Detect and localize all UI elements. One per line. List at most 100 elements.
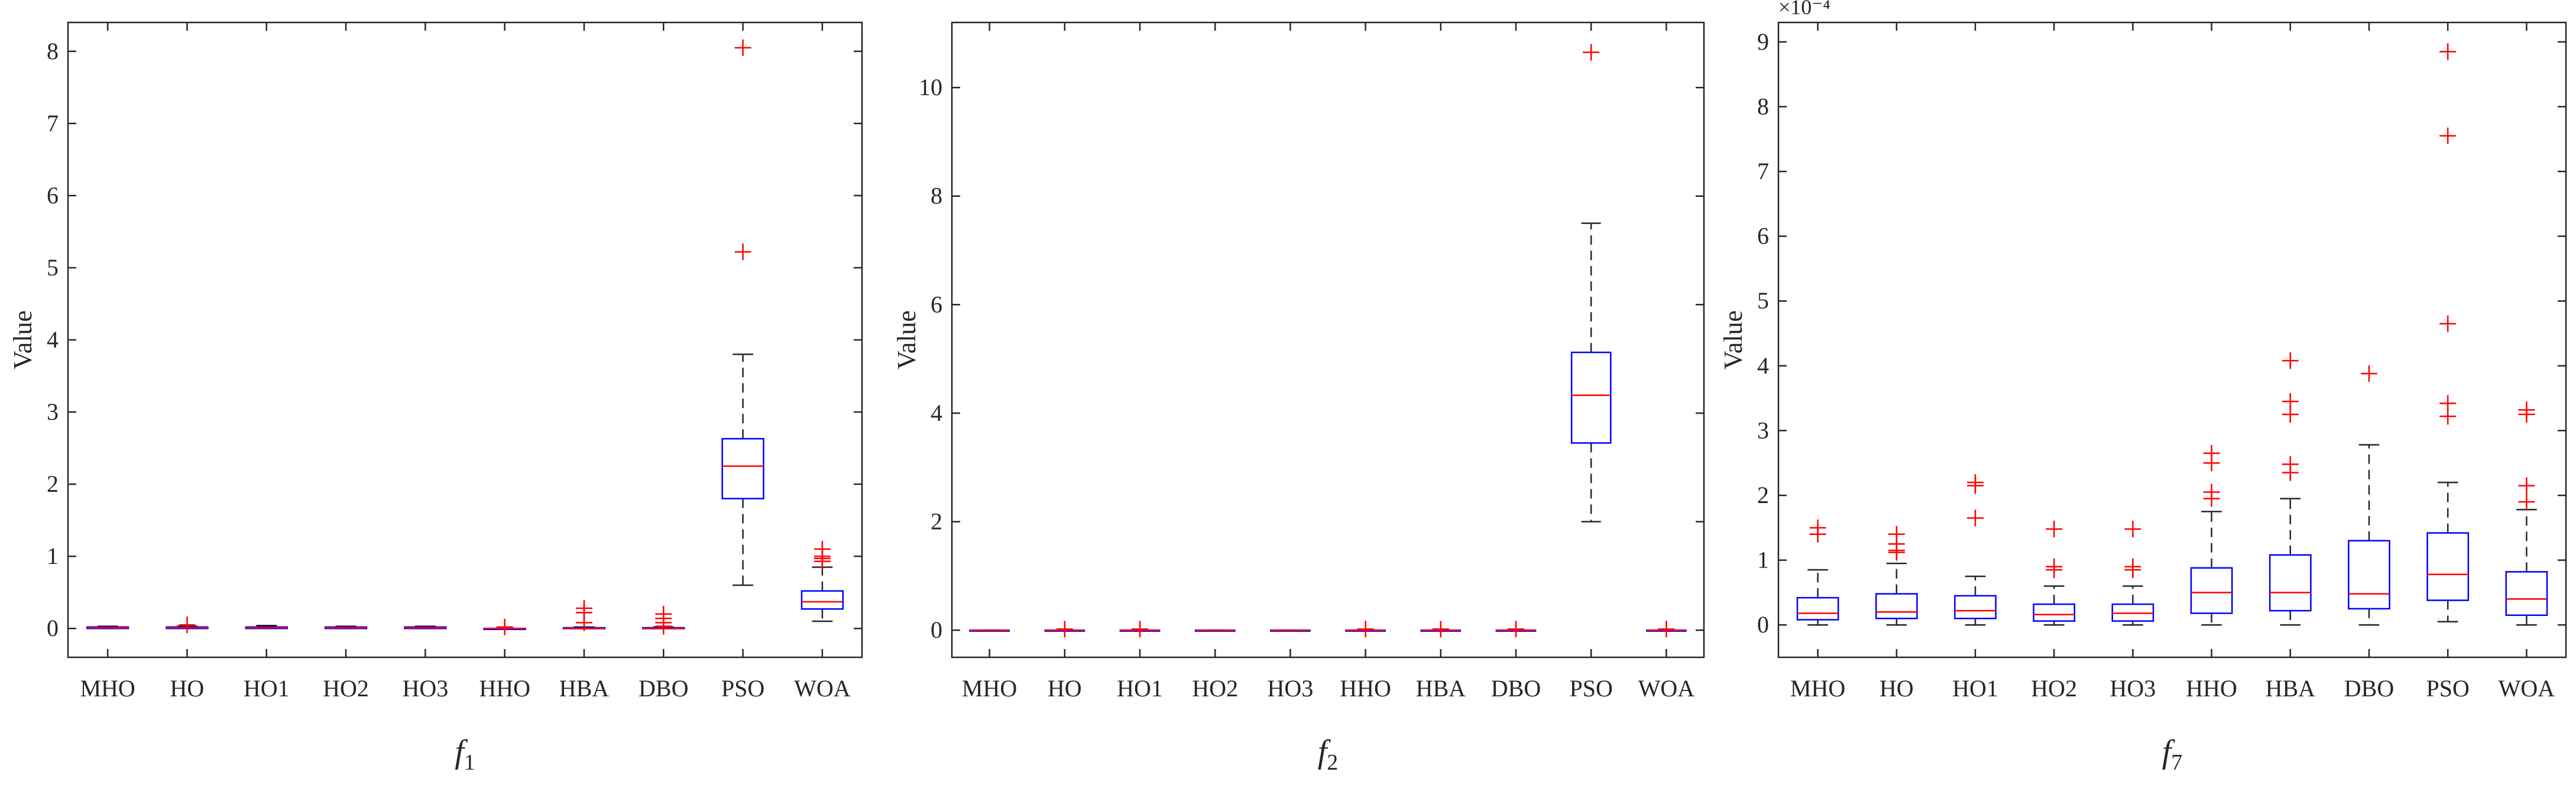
x-tick-label-dbo: DBO xyxy=(639,675,688,702)
subtitle-index: 7 xyxy=(2171,750,2182,775)
outlier-point xyxy=(496,618,513,635)
outlier-point xyxy=(575,600,592,617)
panel-subtitle: f7 xyxy=(2162,734,2183,775)
box-pso xyxy=(1570,44,1612,523)
outlier-point xyxy=(2282,393,2299,410)
box-pso xyxy=(2426,43,2470,622)
box-ho xyxy=(1875,526,1918,626)
x-tick-label-hba: HBA xyxy=(2266,675,2316,702)
x-tick-label-woa: WOA xyxy=(1638,675,1695,702)
x-tick-label-ho: HO xyxy=(1880,675,1914,702)
y-tick-label: 1 xyxy=(47,543,59,569)
panel-subtitle: f1 xyxy=(455,734,475,775)
x-tick-label-hho: HHO xyxy=(1340,675,1391,702)
y-tick-label: 8 xyxy=(47,38,59,64)
y-tick-label: 0 xyxy=(931,617,942,643)
x-tick-label-pso: PSO xyxy=(2426,675,2470,702)
panel-f7: 0 1 2 3 4 5 6 7 8 9 MHO HO HO1 HO2 HO3 HHO HBA DBO PSO WOA V… xyxy=(1719,0,2567,775)
y-tick-label: 2 xyxy=(1757,482,1769,508)
outlier-point xyxy=(1357,621,1374,638)
x-tick-label-mho: MHO xyxy=(1790,675,1845,702)
y-tick-label: 10 xyxy=(919,74,942,100)
iqr-box xyxy=(1875,593,1918,619)
x-tick-label-ho2: HO2 xyxy=(1192,675,1238,702)
y-tick-label: 2 xyxy=(931,508,942,535)
box-ho2 xyxy=(1194,629,1236,632)
y-tick-label: 0 xyxy=(47,615,59,641)
outlier-point xyxy=(179,617,196,634)
box-woa xyxy=(2505,401,2548,626)
box-mho xyxy=(1796,519,1839,626)
outlier-point xyxy=(2282,456,2299,473)
axes-frame xyxy=(951,21,1705,659)
outlier-point xyxy=(1132,621,1148,638)
y-tick-label: 2 xyxy=(47,471,59,497)
x-tick-label-ho1: HO1 xyxy=(1952,675,1998,702)
axes-frame xyxy=(1777,21,2567,659)
outlier-point xyxy=(2439,395,2457,412)
y-tick-label: 9 xyxy=(1757,28,1769,55)
outlier-point xyxy=(1583,44,1600,61)
x-tick-label-woa: WOA xyxy=(2499,675,2555,702)
outlier-point xyxy=(2439,43,2457,60)
outlier-point xyxy=(2124,558,2141,575)
y-tick-label: 4 xyxy=(931,400,942,426)
outlier-point xyxy=(1967,474,1984,491)
outlier-point xyxy=(1056,621,1073,638)
y-tick-label: 1 xyxy=(1757,547,1769,573)
y-tick-label: 5 xyxy=(47,254,59,281)
panel-f1: 0 1 2 3 4 5 6 7 8 MHO HO HO1 HO2 HO3 HHO HBA DBO PSO WOA Va… xyxy=(8,21,863,775)
y-tick-label: 3 xyxy=(1757,417,1769,443)
x-tick-label-ho: HO xyxy=(170,675,205,702)
outlier-point xyxy=(2518,477,2535,494)
iqr-box xyxy=(721,437,764,499)
x-tick-label-hho: HHO xyxy=(479,675,530,702)
box-ho3 xyxy=(404,625,447,630)
x-tick-label-ho3: HO3 xyxy=(1268,675,1314,702)
outlier-point xyxy=(734,244,751,261)
outlier-point xyxy=(734,39,751,56)
y-exponent-label: ×10⁻⁴ xyxy=(1778,0,1830,19)
box-ho xyxy=(1044,621,1086,638)
x-tick-label-ho2: HO2 xyxy=(2031,675,2077,702)
outlier-point xyxy=(1809,519,1826,536)
outlier-point xyxy=(655,605,672,622)
box-mho xyxy=(86,625,129,630)
iqr-box xyxy=(1796,596,1839,621)
x-tick-label-ho: HO xyxy=(1048,675,1082,702)
x-tick-label-dbo: DBO xyxy=(1491,675,1541,702)
box-ho1 xyxy=(245,625,288,630)
x-tick-label-mho: MHO xyxy=(962,675,1017,702)
subtitle-index: 1 xyxy=(464,750,475,775)
box-ho3 xyxy=(1270,629,1311,632)
subtitle-index: 2 xyxy=(1327,750,1338,775)
x-tick-label-ho3: HO3 xyxy=(2110,675,2156,702)
y-tick-label: 6 xyxy=(1757,223,1769,249)
outlier-point xyxy=(2439,315,2457,332)
x-tick-label-hba: HBA xyxy=(559,675,610,702)
y-tick-label: 8 xyxy=(931,183,942,209)
iqr-box xyxy=(2269,554,2312,612)
iqr-box xyxy=(1570,351,1612,444)
box-hho xyxy=(2190,445,2233,626)
outlier-point xyxy=(1658,621,1675,638)
iqr-box xyxy=(2426,532,2470,601)
box-hho xyxy=(1345,621,1386,638)
box-dbo xyxy=(642,605,685,635)
box-hba xyxy=(1420,621,1462,638)
box-hho xyxy=(483,618,526,635)
x-tick-label-ho1: HO1 xyxy=(1117,675,1163,702)
outlier-point xyxy=(1432,621,1449,638)
y-tick-label: 4 xyxy=(1757,352,1769,379)
y-tick-label: 7 xyxy=(47,110,59,137)
box-dbo xyxy=(1495,621,1537,638)
x-tick-label-ho1: HO1 xyxy=(244,675,290,702)
y-tick-label: 6 xyxy=(931,291,942,317)
panel-subtitle: f2 xyxy=(1318,734,1339,775)
outlier-point xyxy=(1508,621,1524,638)
box-hba xyxy=(562,600,606,631)
y-tick-label: 4 xyxy=(47,326,59,353)
x-tick-label-mho: MHO xyxy=(80,675,135,702)
x-tick-label-woa: WOA xyxy=(794,675,851,702)
outlier-point xyxy=(2518,401,2535,419)
